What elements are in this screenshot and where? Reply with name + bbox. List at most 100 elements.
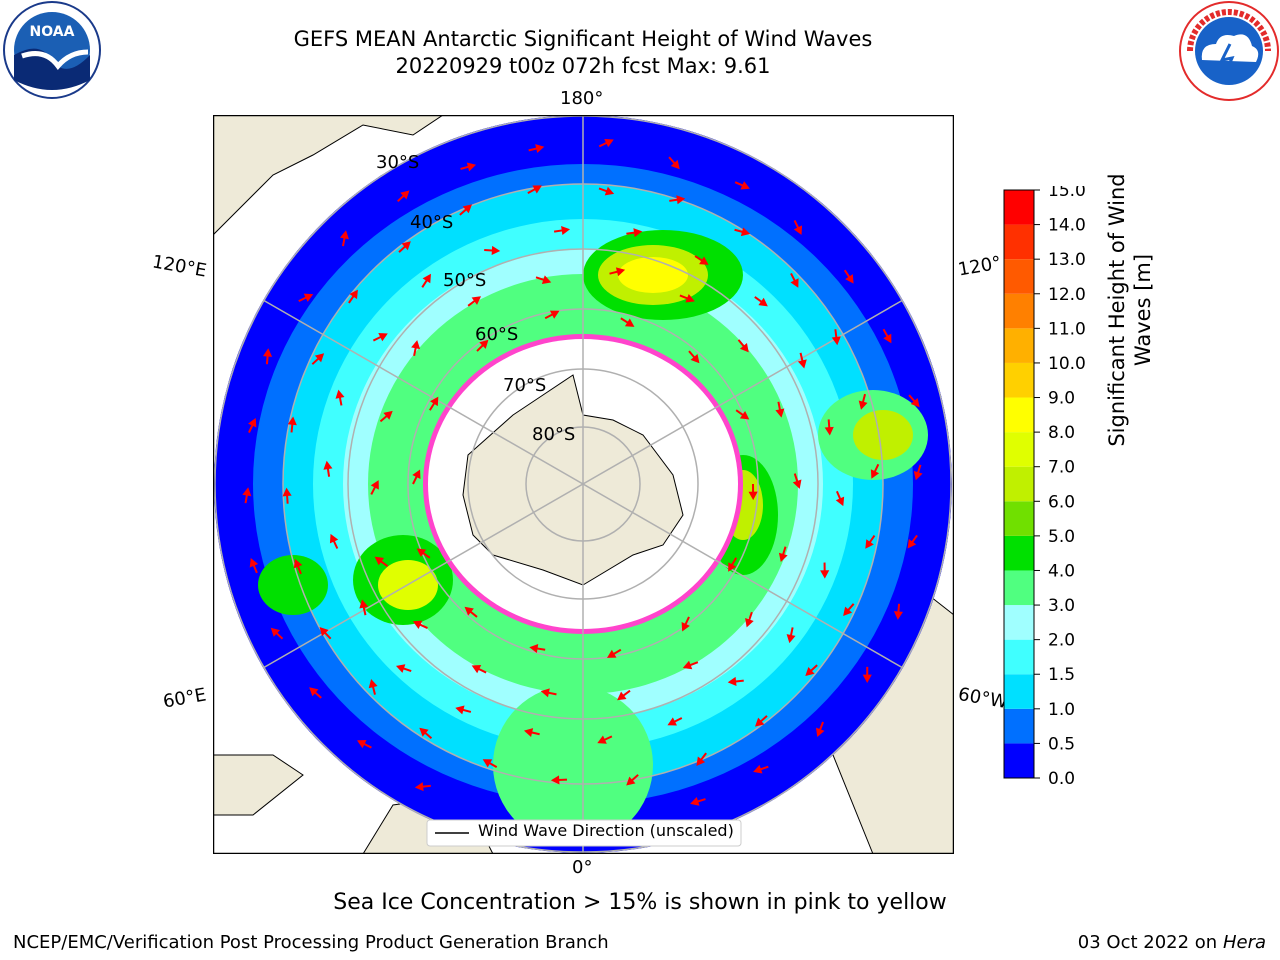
colorbar-tick-label: 1.0 xyxy=(1048,700,1075,720)
wave-arrow-head xyxy=(455,705,465,715)
wave-arrow-head xyxy=(378,333,388,342)
wave-arrow-head xyxy=(395,664,406,673)
wave-arrow-head xyxy=(907,539,917,549)
wave-arrow-head xyxy=(805,666,815,676)
wave-arrow-head xyxy=(479,339,489,349)
chart-subtitle: 20220929 t00z 072h fcst Max: 9.61 xyxy=(395,54,771,78)
wave-arrow-head xyxy=(335,389,345,399)
footer-date-text: 03 Oct 2022 on xyxy=(1077,932,1223,953)
colorbar-label: Significant Height of Wind Waves [m] xyxy=(1105,173,1155,447)
wave-arrow-head xyxy=(532,185,542,194)
wave-arrow-head xyxy=(740,227,751,237)
wave-arrow-head xyxy=(535,144,545,154)
wave-arrow-head xyxy=(549,310,560,319)
colorbar-segment xyxy=(1004,708,1034,744)
wave-arrow-head xyxy=(561,225,571,236)
wave-arrow-head xyxy=(815,727,825,737)
wave-arrow-head xyxy=(374,556,385,566)
lon-label-upper-left: 120°E xyxy=(150,251,209,282)
wave-arrow-head xyxy=(462,204,473,214)
colorbar-tick-label: 13.0 xyxy=(1048,250,1086,270)
wave-arrow-head xyxy=(633,228,643,238)
wave-arrow-head xyxy=(790,278,799,288)
wave-arrow-head xyxy=(758,297,768,307)
colorbar-segment xyxy=(1004,466,1034,502)
wave-arrow-head xyxy=(690,353,700,364)
lat-label-60s: 60°S xyxy=(475,324,519,345)
wave-arrow-head xyxy=(792,479,802,489)
wave-arrow-head xyxy=(482,759,493,768)
wave-arrow-head xyxy=(824,426,834,436)
wave-arrow-head xyxy=(412,469,421,480)
colorbar-segment xyxy=(1004,224,1034,260)
wave-direction-arrows xyxy=(242,138,923,806)
wave-arrow-head xyxy=(293,558,303,569)
wave-arrow-head xyxy=(359,599,369,609)
colorbar-segment xyxy=(1004,535,1034,571)
wave-arrow-head xyxy=(309,687,319,697)
wave-arrow-head xyxy=(615,267,626,277)
wave-arrow-head xyxy=(349,289,358,300)
colorbar-tick-label: 0.0 xyxy=(1048,769,1075,786)
wave-arrow-head xyxy=(883,333,892,344)
wave-arrow-head xyxy=(690,797,700,806)
wave-arrow-head xyxy=(893,611,903,620)
colorbar-tick-label: 14.0 xyxy=(1048,216,1086,236)
wave-arrow-head xyxy=(339,230,349,240)
wave-arrow-head xyxy=(319,627,329,637)
colorbar-tick-label: 5.0 xyxy=(1048,527,1075,547)
wave-arrow-head xyxy=(604,186,615,196)
wave-arrow-head xyxy=(910,397,920,408)
wave-arrow-head xyxy=(626,776,636,786)
wave-arrow-head xyxy=(422,273,431,284)
colorbar-tick-label: 3.0 xyxy=(1048,596,1075,616)
wave-arrow-head xyxy=(681,621,690,632)
wave-arrow-head xyxy=(667,717,677,726)
wave-arrow-head xyxy=(786,634,796,644)
wave-arrow-head xyxy=(242,487,252,497)
colorbar-segment xyxy=(1004,362,1034,398)
wave-arrow-head xyxy=(466,162,477,172)
svg-text:NOAA: NOAA xyxy=(30,24,75,40)
wave-arrow-head xyxy=(748,491,758,501)
colorbar-tick-label: 8.0 xyxy=(1048,423,1075,443)
colorbar-tick-label: 11.0 xyxy=(1048,319,1086,339)
colorbar-tick-label: 12.0 xyxy=(1048,285,1086,305)
wave-arrow-head xyxy=(865,539,874,549)
lat-label-30s: 30°S xyxy=(376,152,420,173)
wave-arrow-head xyxy=(685,294,695,303)
wave-arrow-head xyxy=(464,606,474,616)
wave-arrow-head xyxy=(835,496,845,507)
colorbar-tick-label: 4.0 xyxy=(1048,561,1075,581)
wave-arrow-head xyxy=(696,756,706,766)
wave-arrow-head xyxy=(604,138,614,148)
wave-arrow-head xyxy=(416,548,427,558)
wave-arrow-head xyxy=(843,606,853,616)
sea-ice-note: Sea Ice Concentration > 15% is shown in … xyxy=(333,890,947,915)
map-legend-label: Wind Wave Direction (unscaled) xyxy=(478,821,734,840)
wave-arrow-head xyxy=(606,649,617,658)
polar-map xyxy=(213,115,954,854)
wave-arrow-head xyxy=(412,620,423,629)
wave-arrow-head xyxy=(778,552,788,563)
colorbar-segment xyxy=(1004,570,1034,606)
colorbar-tick-label: 1.5 xyxy=(1048,665,1075,685)
lon-label-upper-right: 120° xyxy=(956,252,1003,281)
wave-arrow-head xyxy=(728,562,737,572)
wave-arrow-head xyxy=(400,190,410,200)
wave-arrow-head xyxy=(745,617,754,628)
colorbar-tick-label: 15.0 xyxy=(1048,186,1086,201)
lon-label-bottom: 0° xyxy=(572,857,593,878)
colorbar-tick-label: 2.0 xyxy=(1048,631,1075,651)
wave-arrow-head xyxy=(357,740,367,749)
lon-label-lower-left: 60°E xyxy=(161,684,208,713)
antarctica-land xyxy=(462,374,684,586)
wave-arrow-head xyxy=(699,256,709,265)
lat-label-80s: 80°S xyxy=(532,424,576,445)
wave-arrow-head xyxy=(831,336,841,346)
wave-arrow-head xyxy=(739,410,750,420)
colorbar-segment xyxy=(1004,190,1034,225)
colorbar: 0.0 0.5 1.0 1.5 2.0 3.0 4.0 5.0 6.0 7.0 8.0 9.0 10.0… xyxy=(1003,186,1086,786)
wave-arrow-head xyxy=(491,245,501,256)
noaa-logo-icon: NOAA xyxy=(3,1,101,99)
